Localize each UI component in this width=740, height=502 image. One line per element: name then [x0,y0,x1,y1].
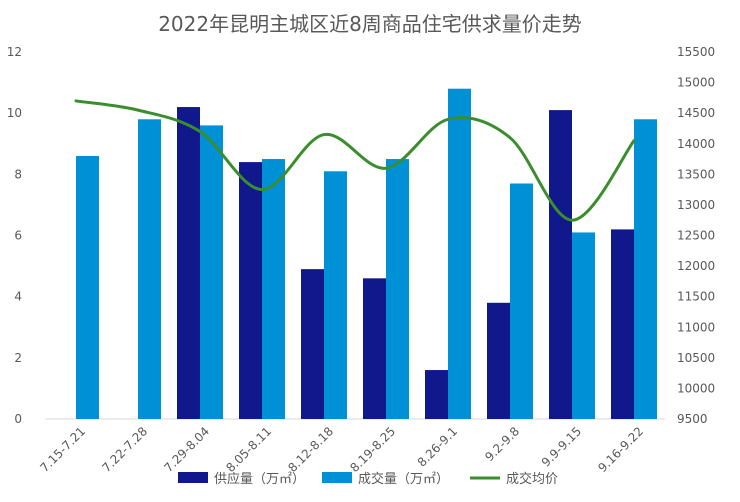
right-axis-tick-label: 13500 [677,167,715,181]
left-axis-tick-label: 8 [14,167,22,181]
left-axis-tick-label: 2 [14,351,22,365]
avg-price-line [74,99,636,222]
supply-bar [611,229,634,419]
right-axis-tick-label: 12500 [677,229,715,243]
deal-volume-bar [76,155,99,419]
left-axis-tick-label: 6 [14,229,22,243]
supply-bar [487,302,510,419]
x-axis-tick-label: 8.19-8.25 [347,424,398,475]
left-axis-tick-label: 12 [7,45,22,59]
supply-bar [177,107,200,420]
right-axis-tick-label: 13000 [677,198,715,212]
right-axis-tick-label: 14500 [677,106,715,120]
right-y-axis: 9500 10000 10500 11000 11500 12000 12500 13000 1… [677,45,715,426]
line-series [74,99,636,222]
x-axis-tick-label: 9.16-9.22 [595,424,646,475]
deal-volume-bar [572,232,595,419]
x-axis-tick-label: 7.22-7.28 [99,424,150,475]
x-axis-tick-label: 7.15-7.21 [37,424,88,475]
right-axis-tick-label: 15000 [677,76,715,90]
x-axis-tick-label: 8.05-8.11 [223,424,274,475]
deal-volume-bar [448,88,471,419]
supply-bar [239,162,262,419]
right-axis-tick-label: 12000 [677,259,715,273]
supply-bar [549,110,572,419]
right-axis-tick-label: 11500 [677,290,715,304]
deal-volume-bar [200,125,223,420]
x-axis-tick-label: 9.9-9.15 [539,424,584,469]
x-axis-tick-label: 9.2-9.8 [482,424,522,464]
legend-label: 成交量（万㎡） [358,471,449,487]
x-axis-tick-label: 8.26-9.1 [415,424,460,469]
right-axis-tick-label: 11000 [677,320,715,334]
left-axis-tick-label: 0 [14,412,22,426]
legend: 供应量（万㎡） 成交量（万㎡） 成交均价 [178,471,558,487]
x-axis-labels: 7.15-7.21 7.22-7.28 7.29-8.04 8.05-8.11 8.12… [37,424,646,475]
supply-bar [425,370,448,419]
right-axis-tick-label: 10500 [677,351,715,365]
legend-label: 供应量（万㎡） [214,471,305,487]
legend-label: 成交均价 [506,471,558,487]
right-axis-tick-label: 14000 [677,137,715,151]
deal-volume-bar [138,119,161,420]
right-axis-tick-label: 15500 [677,45,715,59]
x-axis-tick-label: 7.29-8.04 [161,424,212,475]
right-axis-tick-label: 10000 [677,381,715,395]
right-axis-tick-label: 9500 [677,412,708,426]
deal-volume-bar [634,119,657,420]
left-y-axis: 0 2 4 6 8 10 12 [7,45,22,426]
bar-series [76,88,657,420]
chart-title: 2022年昆明主城区近8周商品住宅供求量价走势 [158,12,582,36]
legend-swatch [178,472,208,483]
deal-volume-bar [324,171,347,419]
supply-bar [363,278,386,419]
x-axis-tick-label: 8.12-8.18 [285,424,336,475]
left-axis-tick-label: 10 [7,106,22,120]
deal-volume-bar [510,183,533,419]
deal-volume-bar [386,159,409,419]
left-axis-tick-label: 4 [14,290,22,304]
deal-volume-bar [262,159,285,419]
supply-bar [301,269,324,419]
legend-swatch [322,472,352,483]
